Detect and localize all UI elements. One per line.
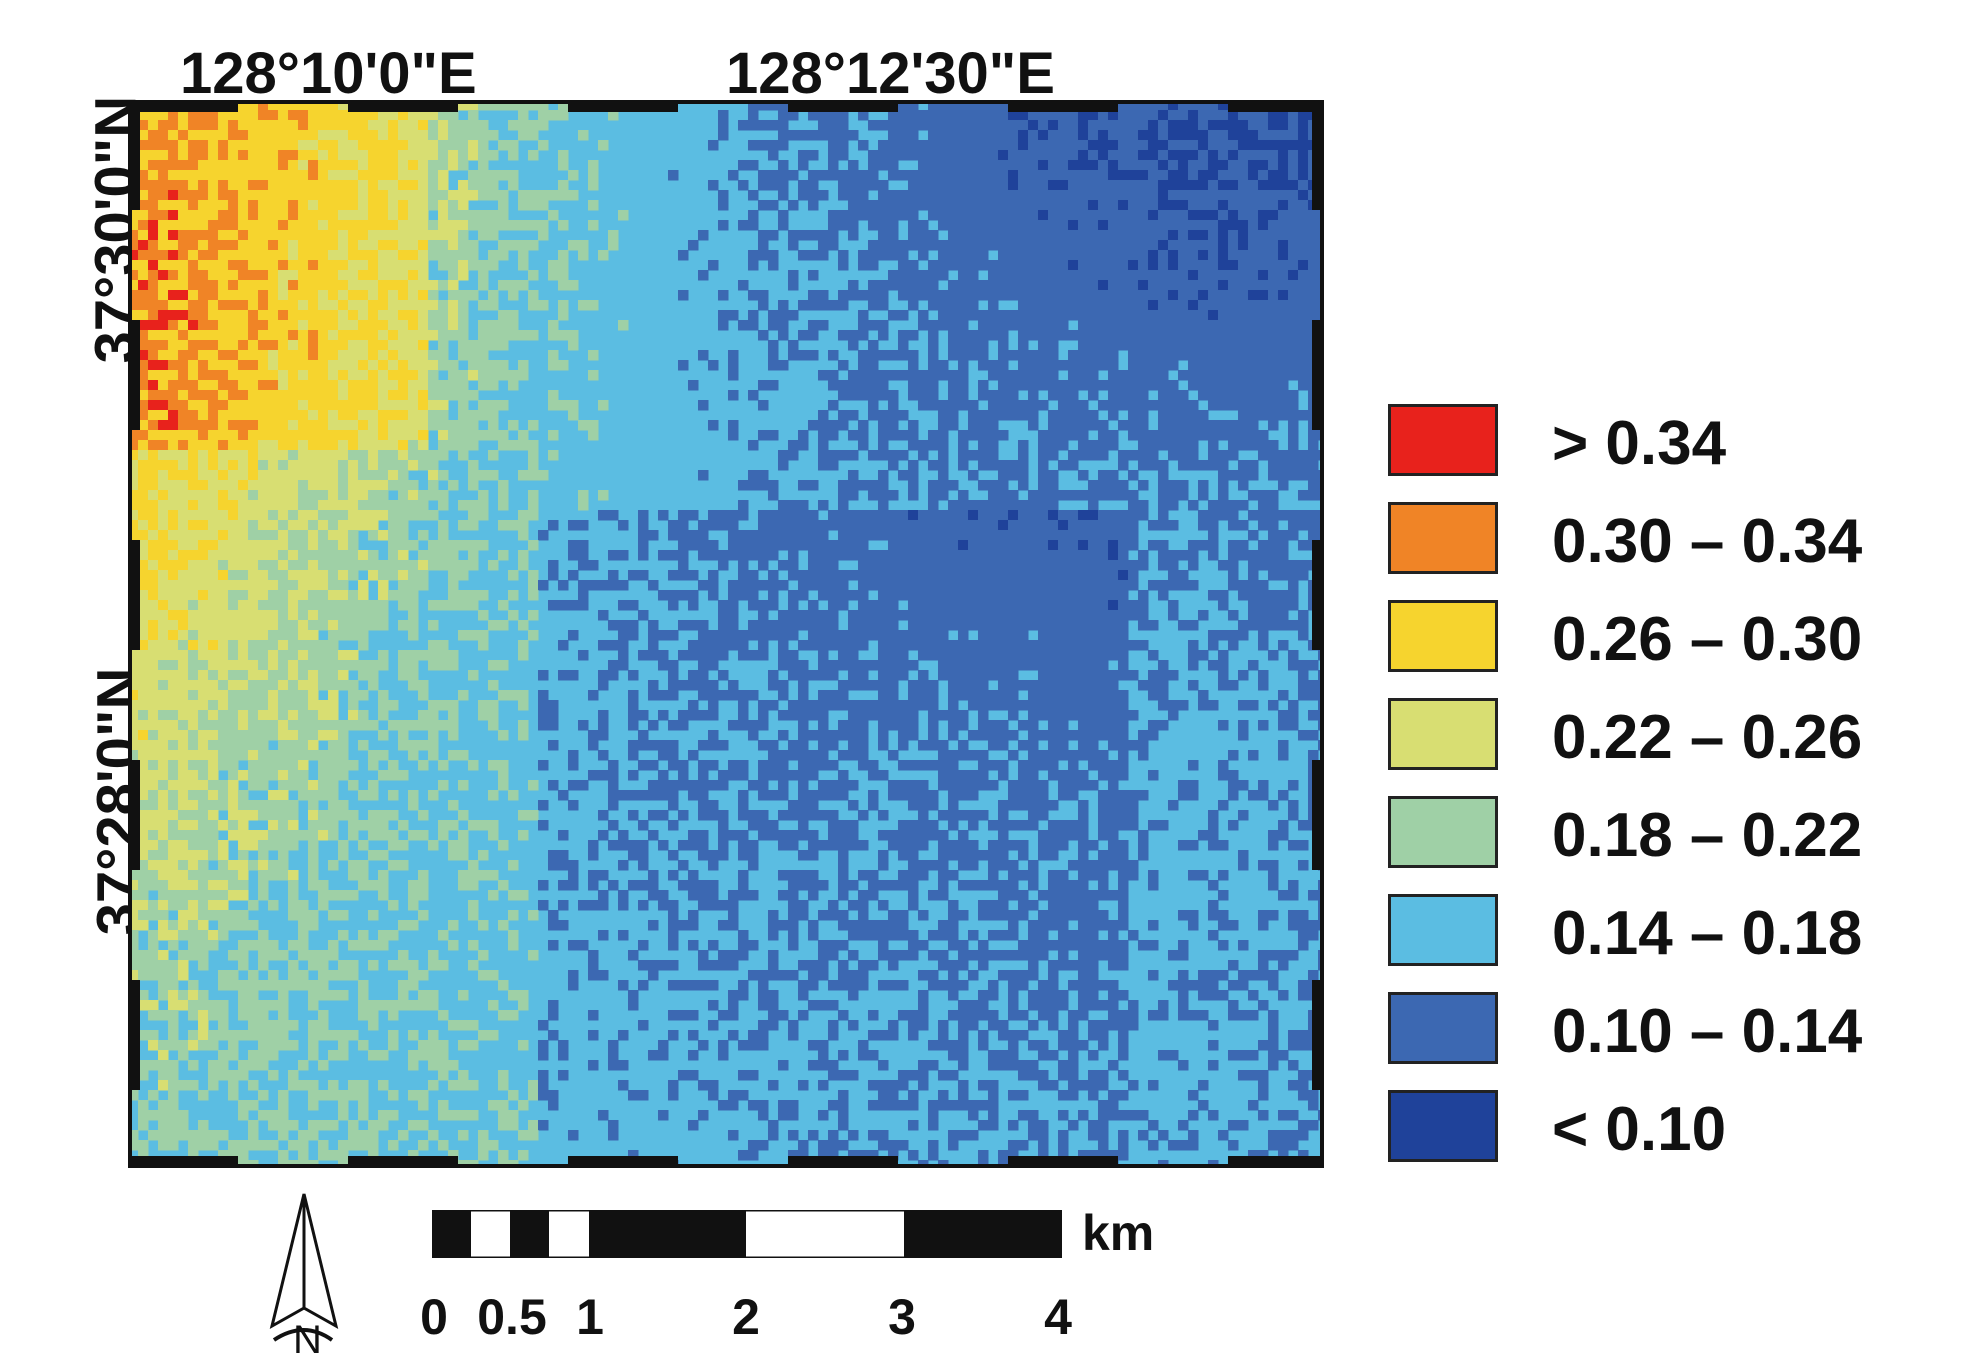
north-arrow-icon [269,1193,339,1342]
legend-swatch [1388,1090,1498,1162]
scale-tick-label: 2 [732,1289,760,1345]
scale-bar [432,1210,1062,1258]
scale-tick-label: 0.5 [477,1289,547,1345]
legend-label: 0.10 – 0.14 [1552,997,1863,1066]
legend-swatch [1388,796,1498,868]
legend-label: 0.22 – 0.26 [1552,703,1863,772]
legend-item: 0.18 – 0.22 [1388,796,1948,872]
map-raster [128,100,1324,1168]
legend-label: 0.30 – 0.34 [1552,507,1863,576]
legend-label: < 0.10 [1552,1095,1727,1164]
map-frame [128,100,1324,1168]
scale-tick-label: 3 [888,1289,916,1345]
legend-label: 0.26 – 0.30 [1552,605,1863,674]
legend-label: > 0.34 [1552,409,1727,478]
legend-item: 0.22 – 0.26 [1388,698,1948,774]
north-label: N [293,1318,322,1362]
legend-item: 0.30 – 0.34 [1388,502,1948,578]
legend-swatch [1388,600,1498,672]
legend-item: < 0.10 [1388,1090,1948,1166]
scale-unit: km [1082,1205,1155,1261]
legend-swatch [1388,404,1498,476]
legend-swatch [1388,992,1498,1064]
legend-label: 0.18 – 0.22 [1552,801,1863,870]
scale-tick-label: 1 [576,1289,604,1345]
scale-tick-label: 0 [420,1289,448,1345]
legend-swatch [1388,894,1498,966]
legend-item: 0.14 – 0.18 [1388,894,1948,970]
legend-swatch [1388,698,1498,770]
longitude-label-left: 128°10'0"E [180,41,477,106]
legend-item: 0.10 – 0.14 [1388,992,1948,1068]
legend-swatch [1388,502,1498,574]
legend-item: > 0.34 [1388,404,1948,480]
scale-tick-label: 4 [1044,1289,1072,1345]
legend-label: 0.14 – 0.18 [1552,899,1863,968]
legend-item: 0.26 – 0.30 [1388,600,1948,676]
longitude-label-right: 128°12'30"E [726,41,1055,106]
